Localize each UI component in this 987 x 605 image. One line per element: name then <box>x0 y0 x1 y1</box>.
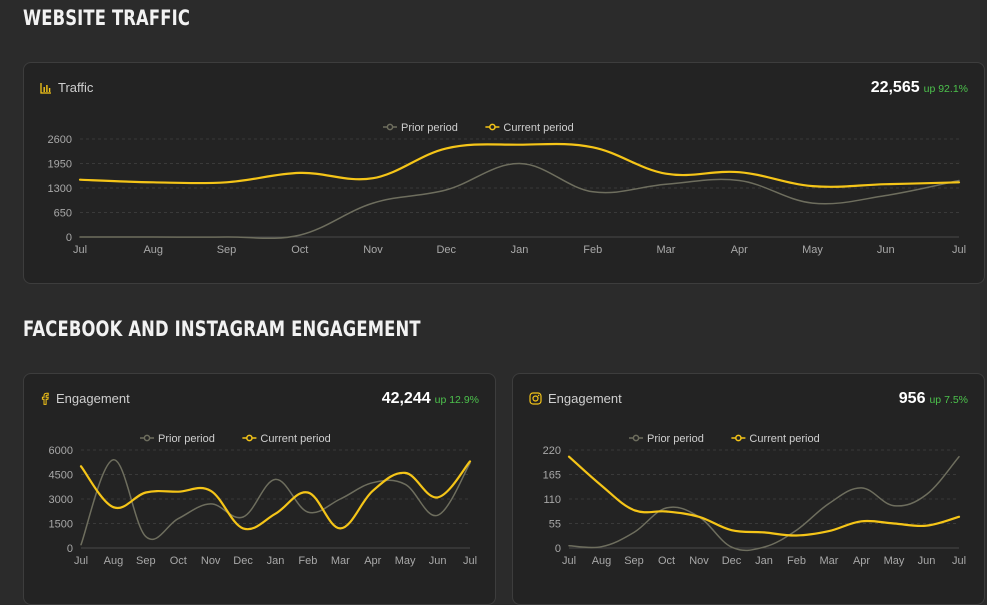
y-tick-label: 110 <box>543 494 561 506</box>
x-tick-label: Apr <box>731 244 748 256</box>
instagram-kpi-value: 956 <box>898 390 926 407</box>
instagram-icon <box>529 392 542 405</box>
x-tick-label: Oct <box>291 244 308 256</box>
instagram-chart: 0 55 110 165 220 Jul Aug Sep Oct Nov Dec Jan Feb Mar A… <box>543 433 966 567</box>
y-tick-label: 1950 <box>48 159 72 171</box>
instagram-card-title: Engagement <box>548 391 622 406</box>
x-tick-label: May <box>802 244 823 256</box>
x-tick-label: Mar <box>820 555 839 567</box>
instagram-kpi: 956 up 7.5% <box>899 390 968 408</box>
y-tick-label: 1500 <box>49 519 73 531</box>
facebook-icon <box>40 392 50 405</box>
legend-label: Current period <box>503 122 573 134</box>
y-tick-label: 1300 <box>48 183 72 195</box>
x-tick-label: Feb <box>298 555 317 567</box>
facebook-kpi-change: up 12.9% <box>434 394 479 406</box>
legend-label: Prior period <box>158 433 215 445</box>
y-tick-label: 650 <box>54 208 72 220</box>
x-tick-label: Jul <box>74 555 88 567</box>
series-line-prior <box>80 459 471 546</box>
series-line-prior <box>79 162 960 240</box>
y-tick-label: 165 <box>543 470 561 482</box>
x-tick-label: Feb <box>787 555 806 567</box>
x-tick-label: Jul <box>463 555 477 567</box>
x-tick-label: Mar <box>657 244 676 256</box>
traffic-card-title: Traffic <box>58 80 94 95</box>
x-tick-label: Jul <box>952 244 966 256</box>
section-title-engagement: FACEBOOK AND INSTAGRAM ENGAGEMENT <box>23 317 421 341</box>
series-line-current <box>78 142 961 188</box>
facebook-kpi: 42,244 up 12.9% <box>382 390 479 408</box>
traffic-kpi: 22,565 up 92.1% <box>871 79 968 97</box>
y-tick-label: 3000 <box>49 494 73 506</box>
x-tick-label: Jul <box>73 244 87 256</box>
legend-label: Current period <box>749 433 819 445</box>
y-tick-label: 6000 <box>49 445 73 457</box>
traffic-card: Traffic 22,565 up 92.1% 0 650 1300 1950 2600… <box>23 62 985 284</box>
y-tick-label: 220 <box>543 445 561 457</box>
legend-swatch-marker <box>143 434 151 442</box>
series-line-prior <box>568 455 960 552</box>
x-tick-label: Aug <box>104 555 124 567</box>
legend-swatch-marker <box>735 434 742 442</box>
y-tick-label: 0 <box>555 543 561 555</box>
instagram-kpi-change: up 7.5% <box>929 394 968 406</box>
legend-label: Current period <box>260 433 330 445</box>
x-tick-label: Jun <box>877 244 895 256</box>
instagram-card-header: Engagement <box>529 391 622 406</box>
legend-swatch-marker <box>489 123 496 131</box>
x-tick-label: Nov <box>363 244 383 256</box>
facebook-kpi-value: 42,244 <box>381 390 431 407</box>
facebook-card-title: Engagement <box>56 391 130 406</box>
facebook-card-header: Engagement <box>40 391 130 406</box>
x-tick-label: Aug <box>592 555 612 567</box>
instagram-card: Engagement 956 up 7.5% 0 55 110 165 220 Jul Au… <box>512 373 985 605</box>
x-tick-label: Mar <box>331 555 350 567</box>
y-tick-label: 55 <box>549 519 561 531</box>
bar-chart-icon <box>40 82 52 94</box>
x-tick-label: Nov <box>689 555 709 567</box>
x-tick-label: May <box>395 555 416 567</box>
traffic-card-header: Traffic <box>40 80 93 95</box>
x-tick-label: Jul <box>952 555 966 567</box>
legend-swatch-marker <box>246 434 253 442</box>
x-tick-label: Jan <box>267 555 285 567</box>
y-tick-label: 2600 <box>48 134 72 146</box>
x-tick-label: Dec <box>436 244 456 256</box>
legend-swatch-marker <box>386 123 394 131</box>
y-tick-label: 0 <box>66 232 72 244</box>
x-tick-label: Feb <box>583 244 602 256</box>
legend-label: Prior period <box>401 122 458 134</box>
y-tick-label: 0 <box>67 543 73 555</box>
x-tick-label: Apr <box>364 555 381 567</box>
legend-label: Prior period <box>647 433 704 445</box>
facebook-card: Engagement 42,244 up 12.9% 0 1500 3000 4500… <box>23 373 496 605</box>
series-line-current <box>567 455 961 537</box>
x-tick-label: Sep <box>624 555 644 567</box>
x-tick-label: Apr <box>853 555 870 567</box>
section-title-traffic: WEBSITE TRAFFIC <box>23 6 191 30</box>
x-tick-label: Dec <box>233 555 253 567</box>
x-tick-label: Sep <box>136 555 156 567</box>
x-tick-label: Dec <box>722 555 742 567</box>
facebook-chart: 0 1500 3000 4500 6000 Jul Aug Sep Oct Nov Dec Jan Fe… <box>49 433 478 567</box>
x-tick-label: Sep <box>217 244 237 256</box>
traffic-kpi-change: up 92.1% <box>923 83 968 95</box>
x-tick-label: Nov <box>201 555 221 567</box>
legend-swatch-marker <box>632 434 640 442</box>
x-tick-label: Jun <box>429 555 447 567</box>
x-tick-label: Jul <box>562 555 576 567</box>
x-tick-label: Oct <box>170 555 187 567</box>
traffic-kpi-value: 22,565 <box>870 79 920 96</box>
traffic-chart: 0 650 1300 1950 2600 Jul Aug Sep Oct Nov Dec Jan Feb… <box>48 122 967 256</box>
x-tick-label: May <box>884 555 905 567</box>
x-tick-label: Aug <box>143 244 163 256</box>
series-line-current <box>79 460 472 531</box>
x-tick-label: Jan <box>511 244 529 256</box>
y-tick-label: 4500 <box>49 470 73 482</box>
x-tick-label: Oct <box>658 555 675 567</box>
x-tick-label: Jan <box>755 555 773 567</box>
x-tick-label: Jun <box>918 555 936 567</box>
